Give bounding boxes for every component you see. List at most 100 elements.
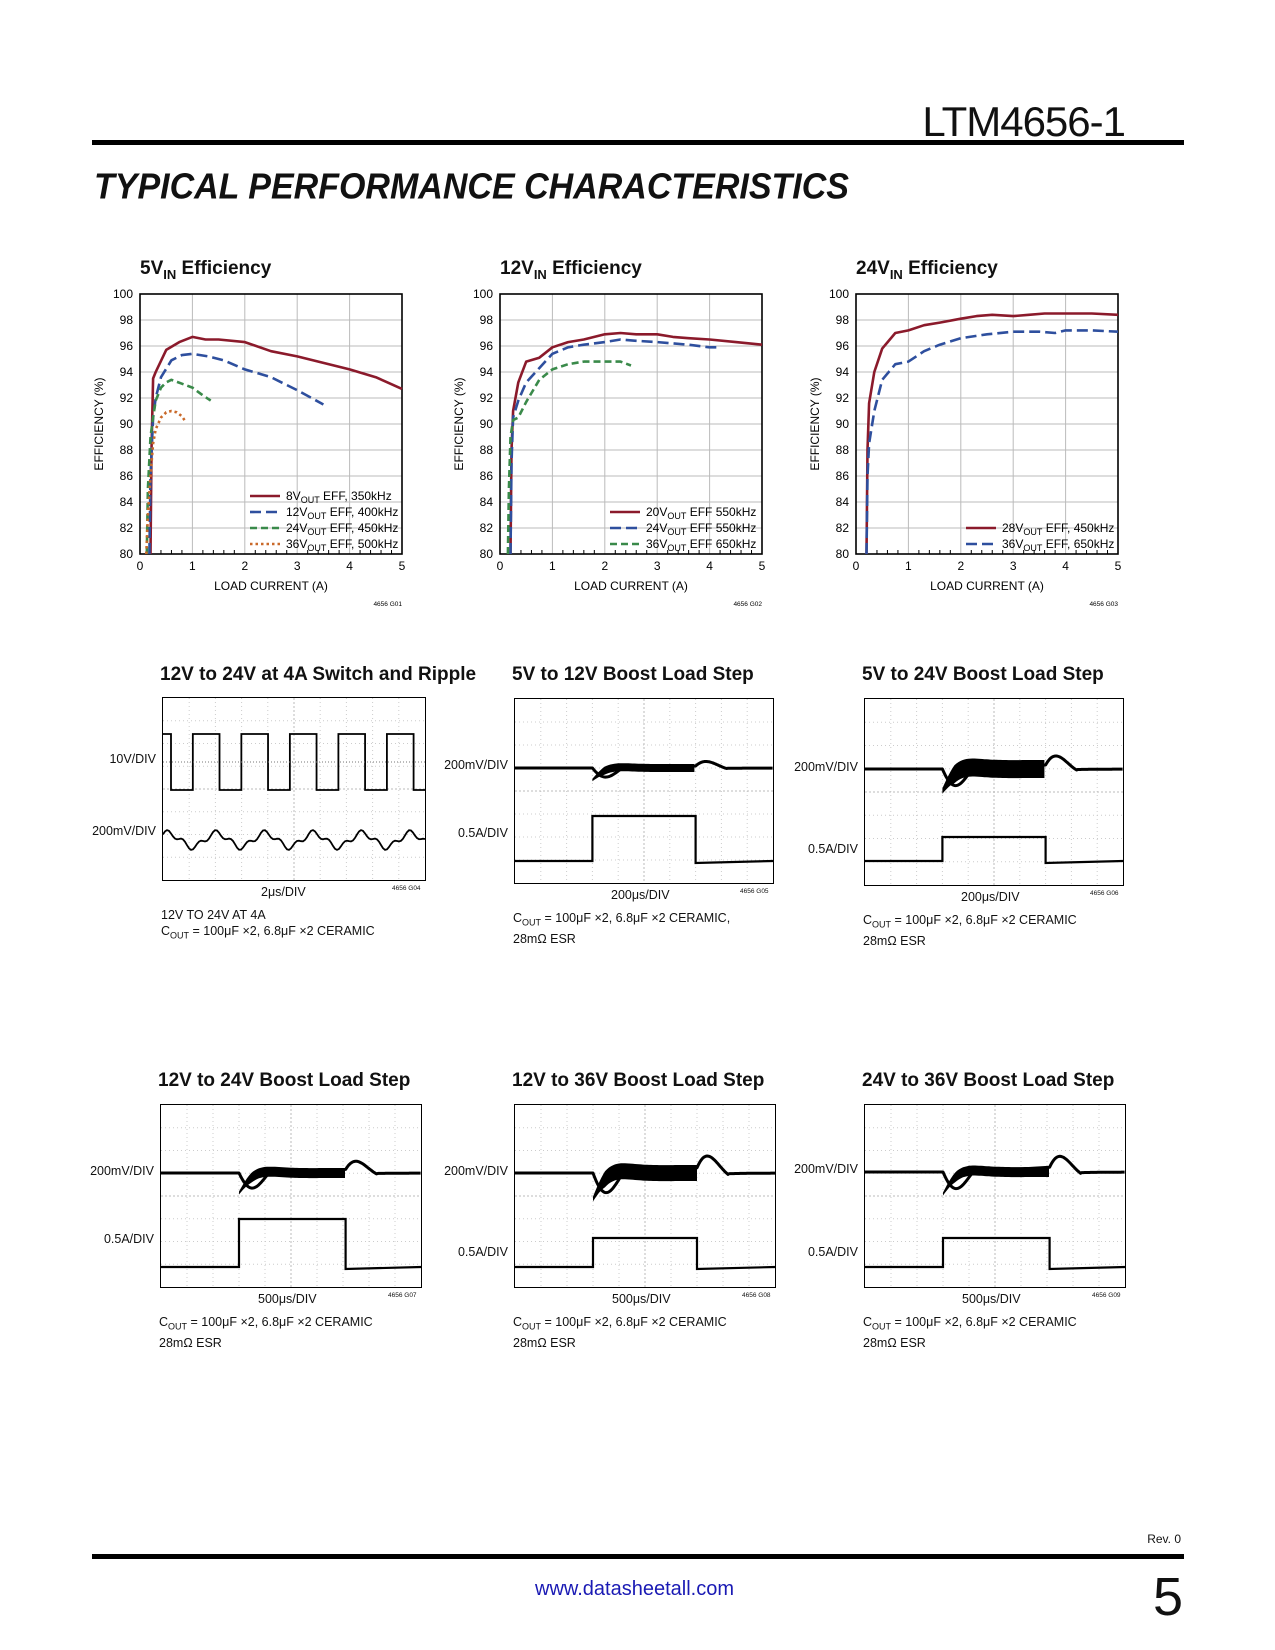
y-tick-label: 100: [113, 287, 133, 301]
chart-title: 24VIN Efficiency: [856, 258, 998, 282]
y-tick-label: 82: [480, 521, 494, 535]
y-tick-label: 82: [120, 521, 134, 535]
channel2-scale: 0.5A/DIV: [457, 826, 508, 840]
caption-line: 28mΩ ESR: [863, 933, 926, 948]
series-line-1: [149, 335, 403, 555]
caption-line: 28mΩ ESR: [159, 1335, 222, 1350]
y-tick-label: 84: [836, 495, 850, 509]
legend-label-1: 28VOUT EFF, 450kHz: [1002, 521, 1114, 537]
x-tick-label: 5: [1115, 559, 1122, 573]
legend-label-2: 36VOUT EFF, 650kHz: [1002, 537, 1114, 553]
section-title: TYPICAL PERFORMANCE CHARACTERISTICS: [94, 167, 849, 207]
x-tick-label: 2: [601, 559, 608, 573]
x-tick-label: 1: [189, 559, 196, 573]
figure-code: 4656 G07: [388, 1292, 417, 1299]
y-tick-label: 94: [480, 365, 494, 379]
footer-link[interactable]: www.datasheetall.com: [535, 1578, 734, 1600]
timebase-label: 200μs/DIV: [611, 888, 670, 902]
caption-cap-symbol: C: [863, 1315, 873, 1329]
voltage-trace: [515, 760, 773, 779]
caption-line: COUT = 100μF ×2, 6.8μF ×2 CERAMIC: [513, 1314, 727, 1335]
y-tick-label: 88: [836, 443, 850, 457]
caption-subscript: OUT: [170, 930, 190, 941]
caption-line: COUT = 100μF ×2, 6.8μF ×2 CERAMIC: [159, 1314, 373, 1335]
efficiency-plot: 0 1 2 3 4 5 80 82 84 86 88 90 92 94 96 98 100 20VOUT EFF …: [452, 287, 766, 608]
scope-screen: [160, 1104, 422, 1288]
scope-screen: [514, 698, 774, 884]
scope-traces: [515, 699, 773, 883]
ripple-trace: [163, 829, 425, 851]
caption-line: 12V TO 24V AT 4A: [161, 908, 266, 922]
y-tick-label: 90: [480, 417, 494, 431]
y-tick-label: 90: [836, 417, 850, 431]
y-tick-label: 92: [480, 391, 494, 405]
legend-label-4: 36VOUT EFF, 500kHz: [286, 537, 398, 553]
x-tick-label: 4: [346, 559, 353, 573]
x-tick-label: 4: [1062, 559, 1069, 573]
x-tick-label: 5: [399, 559, 406, 573]
caption-line: COUT = 100μF ×2, 6.8μF ×2 CERAMIC,: [513, 910, 730, 931]
scope-traces: [163, 698, 425, 880]
x-tick-label: 0: [497, 559, 504, 573]
efficiency-chart-12vin: 12VIN Efficiency 0 1 2 3 4 5 80 82 84 86 88 90 92 94 96…: [450, 258, 780, 608]
y-tick-label: 80: [836, 547, 850, 561]
caption-subscript: OUT: [522, 1321, 542, 1332]
x-tick-label: 1: [549, 559, 556, 573]
scope-screen: [864, 698, 1124, 886]
y-tick-label: 100: [829, 287, 849, 301]
caption-cap-value: = 100μF ×2, 6.8μF ×2 CERAMIC,: [541, 911, 731, 925]
caption-line: COUT = 100μF ×2, 6.8μF ×2 CERAMIC: [863, 1314, 1077, 1335]
y-tick-label: 100: [473, 287, 493, 301]
y-tick-label: 96: [836, 339, 850, 353]
caption-line: COUT = 100μF ×2, 6.8μF ×2 CERAMIC: [863, 912, 1077, 933]
timebase-label: 500μs/DIV: [962, 1292, 1021, 1306]
chart-title-main: 12V: [500, 258, 534, 279]
x-tick-label: 4: [706, 559, 713, 573]
scope-traces: [865, 1105, 1125, 1287]
chart-title-main: 24V: [856, 258, 890, 279]
header-rule: [92, 140, 1184, 145]
efficiency-plot: 0 1 2 3 4 5 80 82 84 86 88 90 92 94 96 98 100 28VOUT EFF,…: [808, 287, 1122, 608]
y-tick-label: 86: [120, 469, 134, 483]
series-line-4: [145, 409, 186, 555]
voltage-ripple-band: [593, 1163, 697, 1202]
caption-line: 28mΩ ESR: [863, 1335, 926, 1350]
caption-cap-symbol: C: [513, 911, 523, 925]
current-trace: [865, 1236, 1125, 1271]
plot-frame: [499, 293, 763, 555]
scope-traces: [865, 699, 1123, 885]
y-tick-label: 98: [120, 313, 134, 327]
legend-label-1: 8VOUT EFF, 350kHz: [286, 489, 392, 505]
y-tick-label: 92: [120, 391, 134, 405]
scope-title: 12V to 24V at 4A Switch and Ripple: [160, 664, 477, 685]
chart-title-rest: Efficiency: [176, 258, 272, 279]
efficiency-plot: 0 1 2 3 4 5 80 82 84 86 88 90 92 94 96 98 100 8VOUT EFF, …: [92, 287, 406, 608]
voltage-ripple-band: [239, 1166, 345, 1195]
caption-cap-value: = 100μF ×2, 6.8μF ×2 CERAMIC: [187, 1315, 373, 1329]
plot-frame: [855, 293, 1119, 555]
caption-cap-symbol: C: [159, 1315, 169, 1329]
figure-code: 4656 G08: [742, 1292, 771, 1299]
efficiency-chart-5vin: 5VIN Efficiency 0 1 2 3 4 5 80 82 84 86 88 90 92 94 96 9…: [90, 258, 420, 608]
y-tick-label: 90: [120, 417, 134, 431]
series-line-3: [145, 378, 212, 555]
series-line-3: [506, 360, 632, 555]
legend-label-3: 24VOUT EFF, 450kHz: [286, 521, 398, 537]
x-axis-label: LOAD CURRENT (A): [574, 579, 688, 593]
caption-cap-symbol: C: [863, 913, 873, 927]
voltage-trace: [161, 1159, 421, 1190]
voltage-ripple-band: [942, 758, 1045, 794]
caption-subscript: OUT: [872, 1321, 892, 1332]
scope-title: 5V to 12V Boost Load Step: [512, 664, 754, 685]
caption-subscript: OUT: [168, 1321, 188, 1332]
scope-screen: [864, 1104, 1126, 1288]
y-tick-label: 96: [120, 339, 134, 353]
caption-subscript: OUT: [522, 917, 542, 928]
scope-caption: 12V TO 24V AT 4A COUT = 100μF ×2, 6.8μF ×…: [161, 907, 375, 944]
caption-line: 28mΩ ESR: [513, 931, 576, 946]
x-axis-label: LOAD CURRENT (A): [214, 579, 328, 593]
figure-code: 4656 G02: [733, 601, 762, 608]
scope-title: 12V to 36V Boost Load Step: [512, 1070, 765, 1091]
timebase-label: 200μs/DIV: [961, 890, 1020, 904]
y-tick-label: 94: [836, 365, 850, 379]
